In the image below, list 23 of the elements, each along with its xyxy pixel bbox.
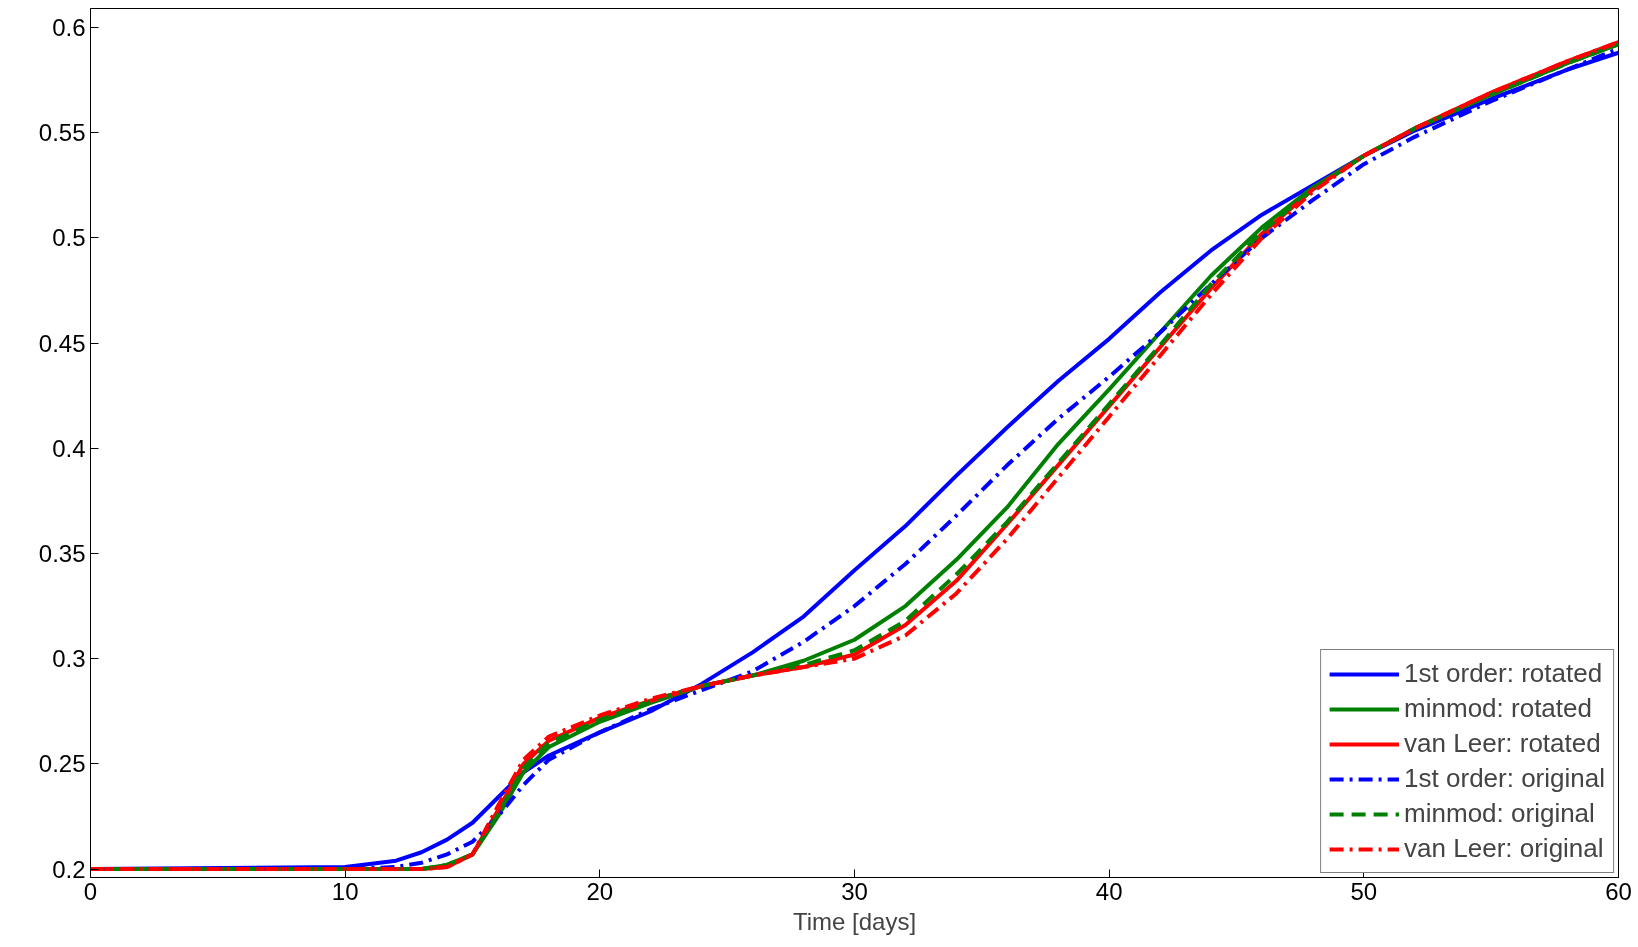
x-tick-label: 40 <box>1095 877 1123 905</box>
x-tick-label: 60 <box>1605 877 1632 905</box>
x-tick-label: 50 <box>1350 877 1378 905</box>
y-tick-label: 0.6 <box>52 13 86 41</box>
y-tick-label: 0.25 <box>38 750 86 778</box>
y-tick-label: 0.3 <box>52 645 86 673</box>
y-tick-label: 0.2 <box>52 855 86 883</box>
x-axis-title: Time [days] <box>792 907 917 935</box>
y-tick-label: 0.55 <box>38 119 86 147</box>
legend-label: 1st order: original <box>1404 763 1605 794</box>
y-tick-label: 0.45 <box>38 329 86 357</box>
x-tick-label: 10 <box>331 877 359 905</box>
legend-label: van Leer: rotated <box>1404 728 1601 759</box>
x-tick-label: 0 <box>83 877 98 905</box>
y-tick-label: 0.4 <box>52 434 86 462</box>
y-tick-label: 0.5 <box>52 224 86 252</box>
x-tick-label: 20 <box>586 877 614 905</box>
legend-label: van Leer: original <box>1404 833 1604 864</box>
x-tick-label: 30 <box>841 877 868 905</box>
y-tick-label: 0.35 <box>38 539 86 567</box>
legend-label: 1st order: rotated <box>1404 658 1603 689</box>
legend-label: minmod: original <box>1404 798 1595 829</box>
legend-label: minmod: rotated <box>1404 693 1592 724</box>
